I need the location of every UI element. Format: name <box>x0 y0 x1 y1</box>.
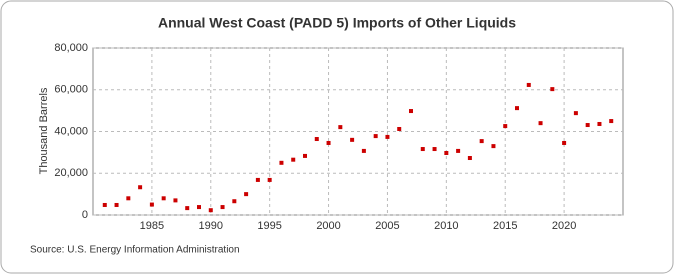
x-tick-label: 2015 <box>493 220 517 232</box>
x-tick-label: 2010 <box>434 220 458 232</box>
point <box>456 148 461 153</box>
point <box>303 153 307 158</box>
point <box>526 82 531 87</box>
y-axis-label: Thousand Barrels <box>38 87 50 174</box>
point <box>208 208 213 213</box>
point <box>562 140 567 145</box>
point <box>350 137 355 142</box>
point <box>244 192 249 197</box>
point <box>503 124 508 129</box>
chart-title: Annual West Coast (PADD 5) Imports of Ot… <box>158 15 516 31</box>
point <box>326 140 331 145</box>
point <box>138 185 143 190</box>
point <box>467 156 472 161</box>
x-tick-label: 1990 <box>199 220 223 232</box>
y-tick-label: 80,000 <box>54 42 88 54</box>
point <box>149 202 154 207</box>
point <box>538 121 543 126</box>
x-tick-label: 2000 <box>316 220 340 232</box>
point <box>161 196 166 201</box>
x-tick-label: 1995 <box>257 220 281 232</box>
point <box>291 157 296 162</box>
point <box>314 137 319 142</box>
point <box>267 177 272 182</box>
point <box>279 160 284 165</box>
point <box>232 199 237 204</box>
point <box>173 198 178 203</box>
point <box>444 151 449 156</box>
point <box>197 205 201 210</box>
source: Source: U.S. Energy Information Administ… <box>30 245 240 256</box>
point <box>515 106 519 111</box>
point <box>255 177 260 182</box>
point <box>102 202 107 207</box>
y-tick-label: 20,000 <box>54 167 88 179</box>
point <box>409 109 413 114</box>
x-tick-label: 2020 <box>552 220 576 232</box>
point <box>373 134 378 139</box>
point <box>220 205 225 210</box>
point <box>420 147 425 152</box>
x-tick-label: 2005 <box>375 220 399 232</box>
point <box>550 87 555 92</box>
point <box>114 202 119 207</box>
point <box>491 144 496 149</box>
point <box>597 121 602 126</box>
y-tick-label: 0 <box>82 209 88 221</box>
x-tick-label: 1985 <box>140 220 164 232</box>
y-tick-label: 40,000 <box>54 125 88 137</box>
point <box>338 125 343 130</box>
point <box>479 139 484 144</box>
point <box>573 111 578 116</box>
point <box>185 206 190 211</box>
point <box>385 134 390 139</box>
point <box>361 148 366 153</box>
y-tick-label: 60,000 <box>54 84 88 96</box>
point <box>609 119 614 124</box>
point <box>397 126 402 131</box>
point <box>432 147 437 152</box>
point <box>585 123 590 128</box>
point <box>126 196 131 201</box>
